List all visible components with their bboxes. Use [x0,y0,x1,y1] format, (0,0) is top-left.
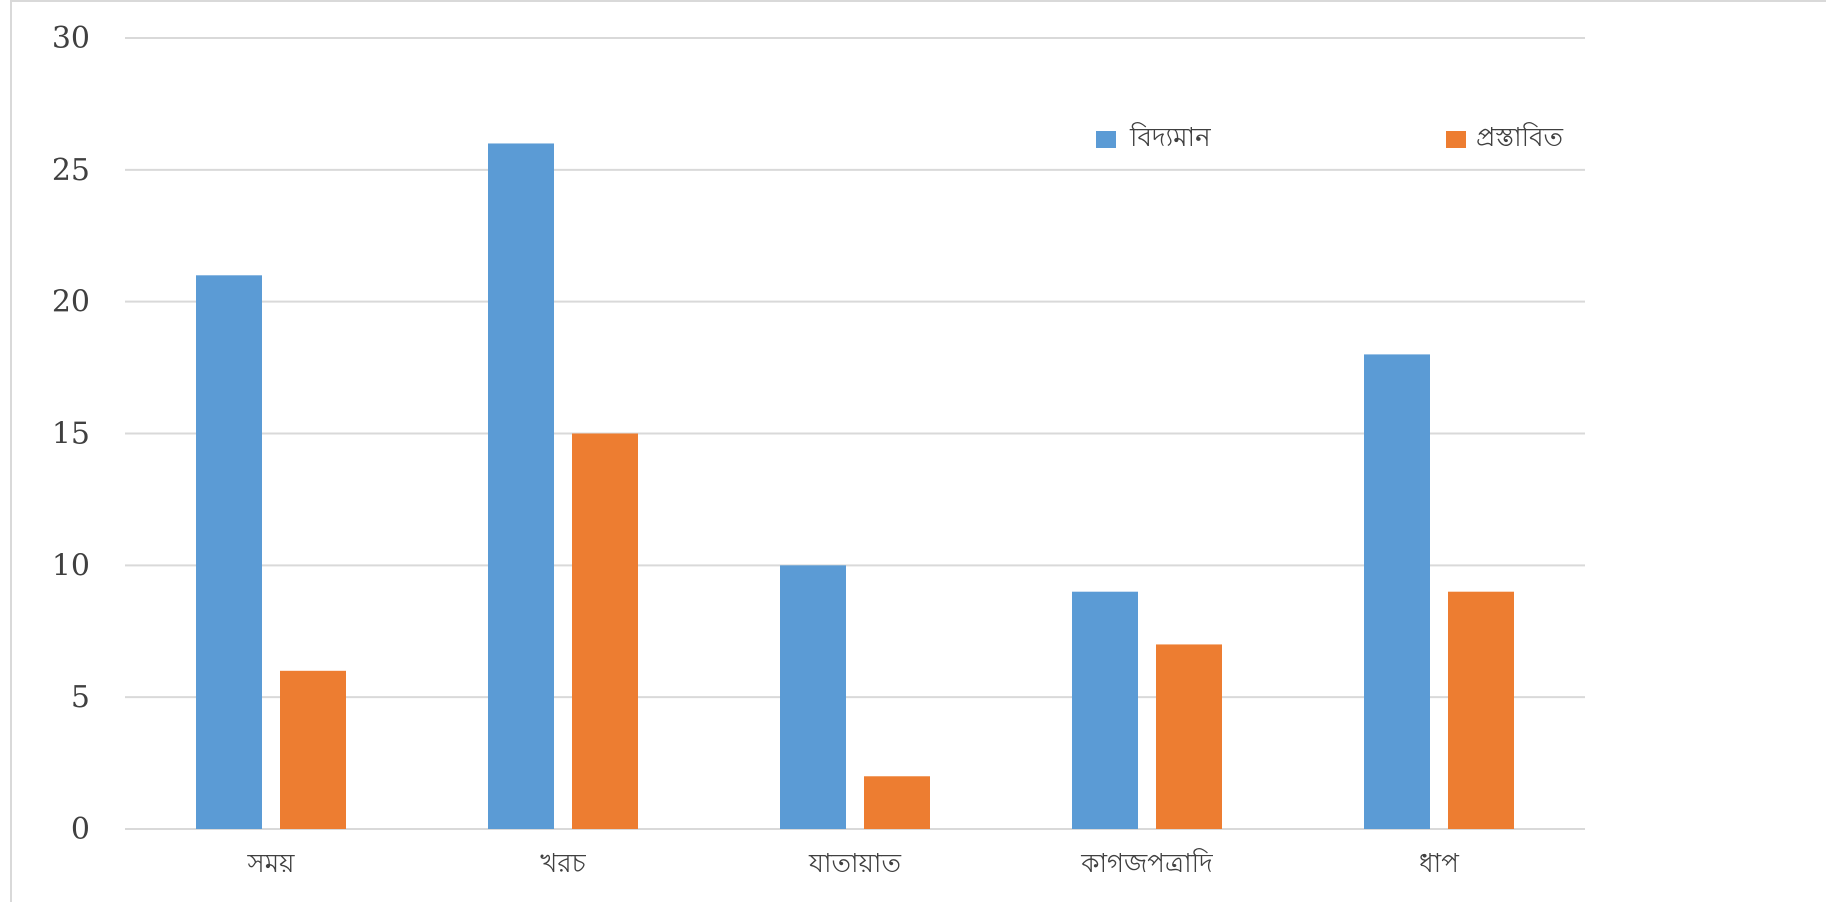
y-tick-label: 15 [52,417,90,452]
legend-label-existing: বিদ্যমান [1129,122,1211,153]
bar-proposed [1156,644,1222,829]
y-tick-label: 30 [52,21,90,56]
gridlines [125,37,1585,830]
bar-proposed [280,670,346,829]
x-category-label: ধাপ [1419,849,1459,879]
x-category-label: কাগজপত্রাদি [1080,848,1213,879]
bar-proposed [1448,591,1514,829]
bar-proposed [572,433,638,829]
y-tick-label: 0 [71,812,90,847]
y-tick-label: 20 [52,285,90,320]
bar-existing [1364,354,1430,829]
legend-swatch-existing [1096,131,1116,148]
x-category-label: যাতায়াত [808,849,901,879]
bar-existing [488,143,554,829]
bar-existing [196,275,262,829]
legend: বিদ্যমান প্রস্তাবিত [1096,122,1564,153]
legend-swatch-proposed [1446,131,1466,148]
y-tick-label: 10 [52,548,90,583]
x-category-label: খরচ [540,849,586,879]
chart-frame [10,0,1826,902]
legend-label-proposed: প্রস্তাবিত [1476,122,1564,153]
x-axis-categories: সময় খরচ যাতায়াত কাগজপত্রাদি ধাপ [247,848,1460,879]
bar-existing [1072,591,1138,829]
bar-proposed [864,776,930,829]
y-axis-ticks: 0 5 10 15 20 25 30 [52,21,90,847]
bar-existing [780,565,846,829]
y-tick-label: 5 [71,680,90,715]
bars [196,143,1514,829]
y-tick-label: 25 [52,153,90,188]
x-category-label: সময় [247,849,296,879]
